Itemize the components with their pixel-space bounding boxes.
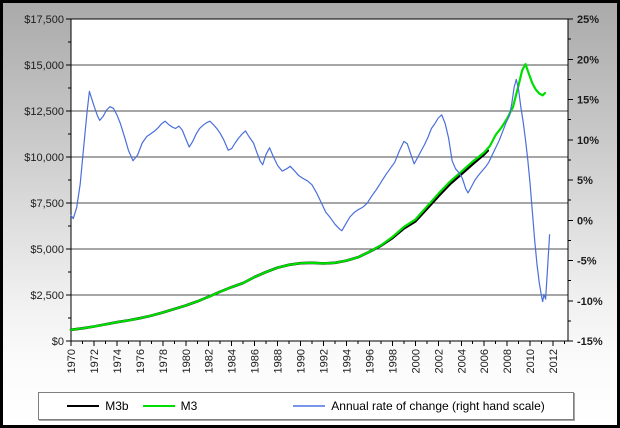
svg-text:1994: 1994 <box>341 349 353 373</box>
legend-item-m3: M3 <box>142 399 198 413</box>
legend-label-m3b: M3b <box>105 399 129 413</box>
svg-text:2002: 2002 <box>433 349 445 373</box>
svg-text:$0: $0 <box>52 336 64 348</box>
svg-text:1976: 1976 <box>135 349 147 373</box>
svg-text:-10%: -10% <box>577 296 603 308</box>
svg-text:2000: 2000 <box>410 349 422 373</box>
svg-text:20%: 20% <box>577 54 599 66</box>
svg-text:$15,000: $15,000 <box>24 60 64 72</box>
svg-text:2008: 2008 <box>502 349 514 373</box>
svg-text:1970: 1970 <box>66 349 78 373</box>
svg-text:2006: 2006 <box>479 349 491 373</box>
svg-text:2004: 2004 <box>456 349 468 373</box>
svg-text:1984: 1984 <box>227 349 239 373</box>
svg-text:1982: 1982 <box>204 349 216 373</box>
svg-text:1990: 1990 <box>296 349 308 373</box>
legend-label-rate: Annual rate of change (right hand scale) <box>331 399 545 413</box>
svg-text:2010: 2010 <box>525 349 537 373</box>
svg-text:1992: 1992 <box>319 349 331 373</box>
legend-item-m3b: M3b <box>67 399 129 413</box>
svg-text:$12,500: $12,500 <box>24 106 64 118</box>
svg-text:5%: 5% <box>577 175 593 187</box>
chart-legend: M3b M3 Annual rate of change (right hand… <box>38 392 574 420</box>
m3-line-sample <box>142 405 175 407</box>
chart-canvas: $0 $2,500 $5,000 $7,500 $10,000 $12,500 $15,00… <box>24 14 603 373</box>
rate-line-sample <box>293 405 326 407</box>
svg-text:10%: 10% <box>577 135 599 147</box>
svg-text:25%: 25% <box>577 14 599 26</box>
svg-text:2012: 2012 <box>548 349 560 373</box>
svg-text:1988: 1988 <box>273 349 285 373</box>
m3b-line-sample <box>67 405 100 407</box>
svg-text:1998: 1998 <box>387 349 399 373</box>
svg-text:1974: 1974 <box>112 349 124 373</box>
svg-text:1978: 1978 <box>158 349 170 373</box>
legend-label-m3: M3 <box>180 399 198 413</box>
svg-text:1996: 1996 <box>364 349 376 373</box>
svg-text:$2,500: $2,500 <box>30 290 64 302</box>
svg-text:-5%: -5% <box>577 256 597 268</box>
svg-text:1972: 1972 <box>89 349 101 373</box>
svg-text:$17,500: $17,500 <box>24 14 64 26</box>
svg-text:-15%: -15% <box>577 336 603 348</box>
svg-text:$10,000: $10,000 <box>24 152 64 164</box>
svg-text:15%: 15% <box>577 95 599 107</box>
svg-text:$7,500: $7,500 <box>30 198 64 210</box>
svg-text:$5,000: $5,000 <box>30 244 64 256</box>
svg-text:1980: 1980 <box>181 349 193 373</box>
svg-text:0%: 0% <box>577 215 593 227</box>
svg-text:1986: 1986 <box>250 349 262 373</box>
legend-item-rate: Annual rate of change (right hand scale) <box>293 399 545 413</box>
